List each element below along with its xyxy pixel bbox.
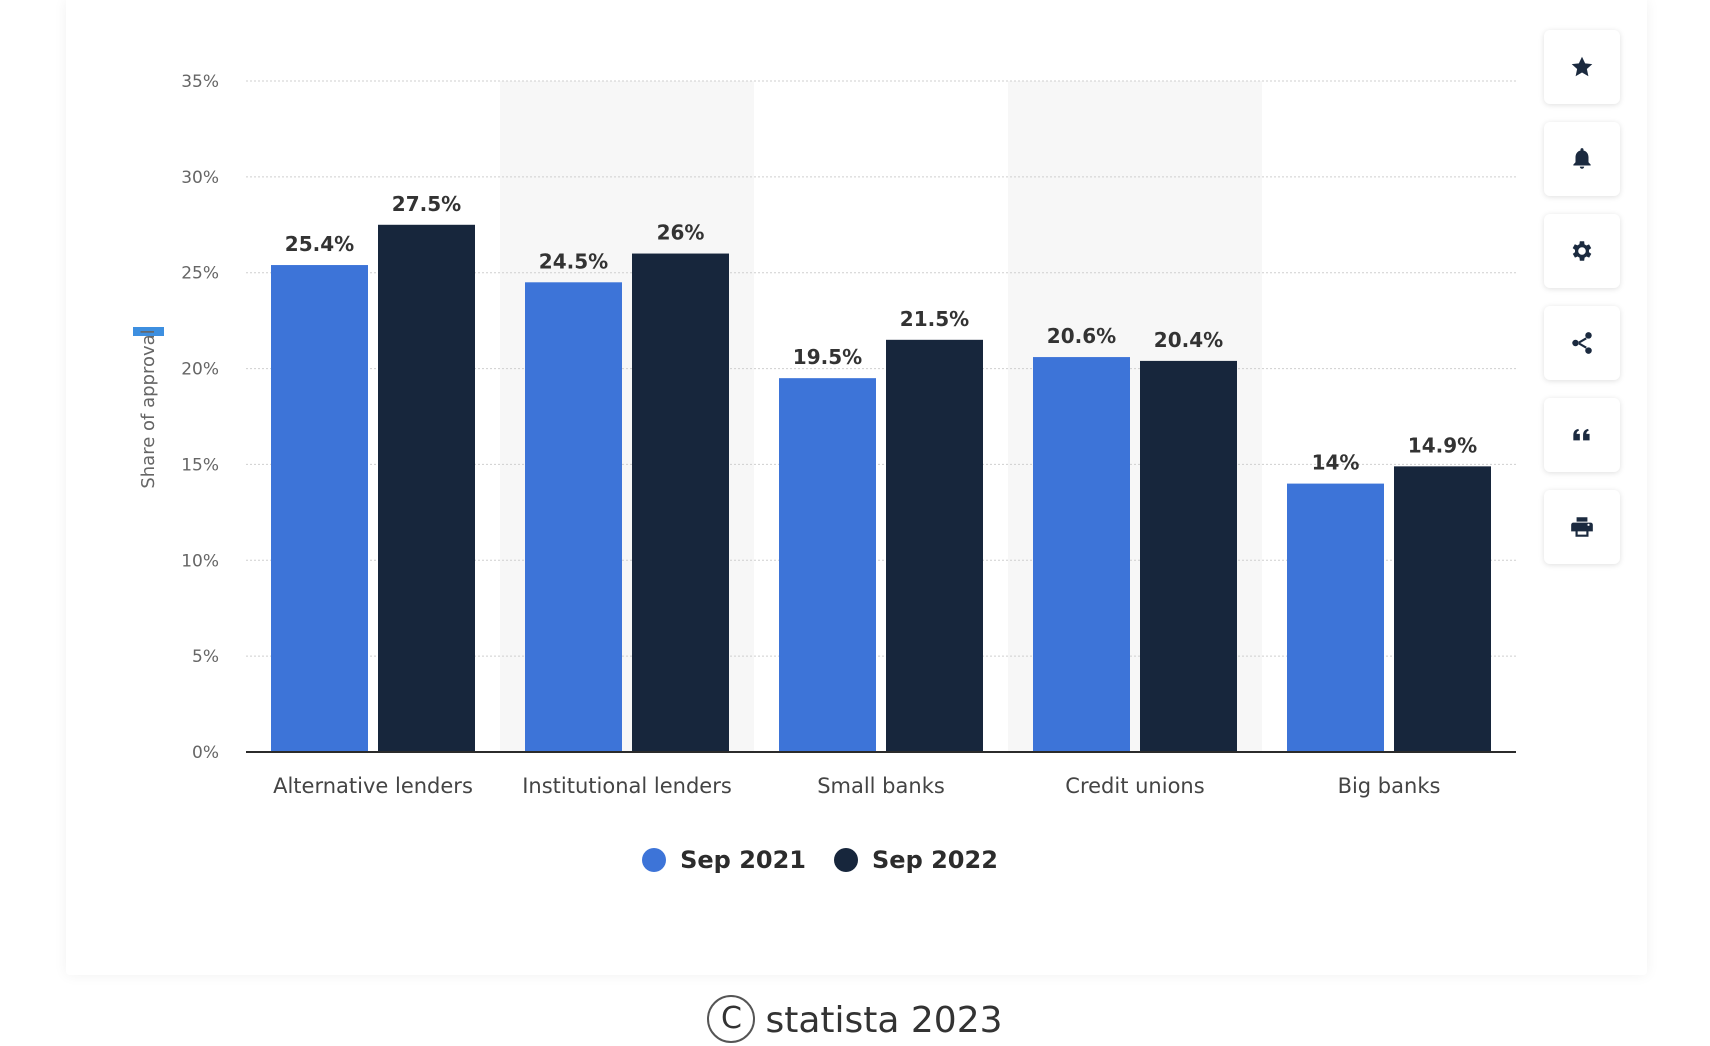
x-tick-label-institutional-lenders: Institutional lenders [522, 774, 732, 798]
bar-sep-2021-alternative-lenders [271, 265, 368, 752]
x-tick-label-big-banks: Big banks [1338, 774, 1441, 798]
legend-item-sep-2021[interactable]: Sep 2021 [642, 846, 806, 874]
x-tick-label-small-banks: Small banks [817, 774, 945, 798]
y-tick-label-25: 25% [181, 264, 219, 284]
data-labels: 25.4% 27.5% 24.5% 26% 19.5% 21.5% 20.6% 20.4% 14… [285, 192, 1477, 475]
print-button[interactable] [1544, 490, 1620, 564]
chart-legend: Sep 2021 Sep 2022 [0, 846, 1640, 874]
bar-sep-2022-small-banks [886, 339, 983, 752]
copyright-icon: C [707, 995, 756, 1043]
x-tick-label-alternative-lenders: Alternative lenders [273, 774, 473, 798]
legend-marker-sep-2021 [642, 848, 667, 872]
favorite-button[interactable] [1544, 30, 1620, 104]
bar-sep-2021-credit-unions [1033, 357, 1130, 752]
bars [271, 224, 1491, 753]
y-tick-label-35: 35% [181, 72, 219, 92]
quote-icon [1573, 428, 1590, 441]
bar-sep-2022-alternative-lenders [378, 224, 475, 753]
bar-sep-2022-credit-unions [1140, 360, 1237, 752]
y-axis-label-marker [133, 327, 164, 336]
share-icon [1572, 332, 1592, 354]
settings-button[interactable] [1544, 214, 1620, 288]
chart-toolbar [1544, 30, 1620, 582]
y-tick-label-20: 20% [181, 360, 219, 380]
x-tick-labels: Alternative lenders Institutional lenders… [273, 774, 1440, 798]
bar-sep-2021-big-banks [1287, 483, 1384, 752]
data-label-sep-2021-small-banks: 19.5% [793, 345, 862, 369]
legend-marker-sep-2022 [834, 848, 858, 872]
y-tick-label-15: 15% [181, 455, 219, 475]
y-tick-label-0: 0% [192, 743, 219, 763]
print-icon [1571, 517, 1593, 537]
data-label-sep-2022-institutional-lenders: 26% [657, 221, 705, 245]
data-label-sep-2021-big-banks: 14% [1312, 451, 1360, 475]
data-label-sep-2022-big-banks: 14.9% [1408, 433, 1477, 457]
data-label-sep-2022-alternative-lenders: 27.5% [392, 192, 461, 216]
data-label-sep-2022-small-banks: 21.5% [900, 307, 969, 331]
y-tick-label-5: 5% [192, 647, 219, 667]
star-icon [1571, 56, 1593, 77]
y-axis-label-group: Share of approval [133, 327, 164, 489]
share-button[interactable] [1544, 306, 1620, 380]
legend-item-sep-2022[interactable]: Sep 2022 [834, 846, 998, 874]
y-axis-label: Share of approval [138, 329, 159, 488]
y-tick-label-30: 30% [181, 168, 219, 188]
legend-label-sep-2021: Sep 2021 [680, 846, 806, 874]
bar-sep-2022-institutional-lenders [632, 253, 729, 753]
bell-icon [1573, 148, 1591, 169]
bar-sep-2022-big-banks [1394, 466, 1491, 752]
bar-sep-2021-institutional-lenders [525, 282, 622, 752]
y-tick-labels: 0% 5% 10% 15% 20% 25% 30% 35% [181, 72, 219, 763]
notification-button[interactable] [1544, 122, 1620, 196]
data-label-sep-2021-credit-unions: 20.6% [1047, 324, 1116, 348]
bar-sep-2021-small-banks [779, 378, 876, 752]
copyright-text: statista 2023 [765, 1000, 1003, 1041]
y-tick-label-10: 10% [181, 551, 219, 571]
data-label-sep-2021-institutional-lenders: 24.5% [539, 249, 608, 273]
x-tick-label-credit-unions: Credit unions [1065, 774, 1204, 798]
data-label-sep-2022-credit-unions: 20.4% [1154, 328, 1223, 352]
cite-button[interactable] [1544, 398, 1620, 472]
gear-icon [1572, 241, 1592, 261]
data-label-sep-2021-alternative-lenders: 25.4% [285, 232, 354, 256]
legend-label-sep-2022: Sep 2022 [872, 846, 998, 874]
